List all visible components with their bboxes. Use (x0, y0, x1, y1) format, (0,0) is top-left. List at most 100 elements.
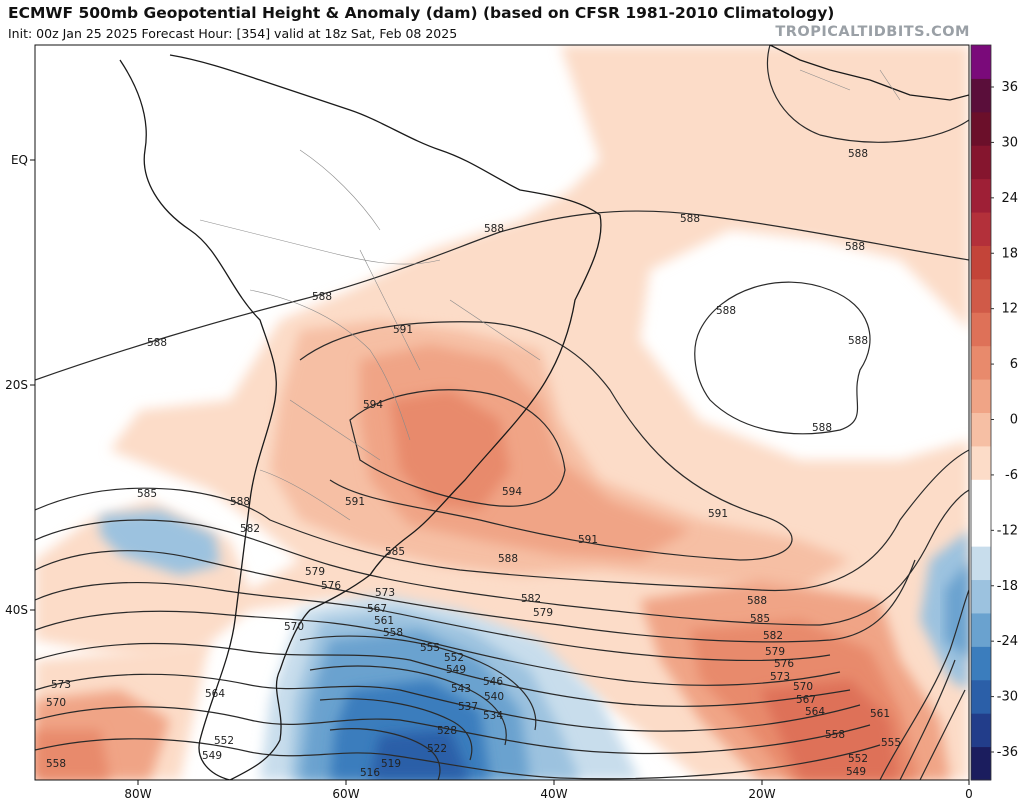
contour-label: 561 (374, 615, 394, 627)
contour-label: 582 (763, 630, 783, 642)
lat-label-40s: 40S (5, 603, 28, 617)
contour-label: 594 (502, 486, 522, 498)
colorbar-segment (971, 746, 991, 781)
colorbar-segment (971, 178, 991, 213)
contour-label: 564 (205, 688, 225, 700)
contour-label: 588 (230, 496, 250, 508)
contour-label: 594 (363, 399, 383, 411)
colorbar-label: 18 (1001, 246, 1018, 261)
coastlines (119, 45, 969, 780)
anomaly-shading (35, 45, 969, 780)
colorbar-segment (971, 512, 991, 547)
colorbar-label: 0 (1010, 413, 1018, 428)
contour-label: 591 (345, 496, 365, 508)
contour-label: 567 (367, 603, 387, 615)
contour-label: 582 (521, 593, 541, 605)
contour-label: 540 (484, 691, 504, 703)
colorbar-segment (971, 45, 991, 79)
contour-label: 570 (793, 681, 813, 693)
lat-label-eq: EQ (11, 153, 28, 167)
colorbar-label: -6 (1005, 468, 1018, 483)
contour-label: 558 (383, 627, 403, 639)
contour-label: 528 (437, 725, 457, 737)
contour-label: 552 (214, 735, 234, 747)
contour-label: 588 (484, 223, 504, 235)
contour-label: 579 (305, 566, 325, 578)
lon-label-20w: 20W (748, 787, 775, 800)
chart-title: ECMWF 500mb Geopotential Height & Anomal… (8, 4, 835, 22)
contour-label: 591 (393, 324, 413, 336)
colorbar-segment (971, 546, 991, 581)
colorbar-label: -12 (997, 523, 1018, 538)
contour-label: 570 (284, 621, 304, 633)
contour-label: 573 (51, 679, 71, 691)
colorbar-label: 6 (1010, 357, 1018, 372)
graticule-ticks (30, 159, 970, 785)
contour-label: 555 (420, 642, 440, 654)
contour-label: 558 (825, 729, 845, 741)
colorbar-label: -18 (997, 579, 1018, 594)
contour-label: 588 (845, 241, 865, 253)
contour-label: 567 (796, 694, 816, 706)
contour-label: 555 (881, 737, 901, 749)
lat-label-20s: 20S (5, 378, 28, 392)
colorbar-labels: 36 30 24 18 12 6 0 -6 -12 -18 -24 -30 -36 (991, 80, 1018, 760)
contour-label: 546 (483, 676, 503, 688)
colorbar-label: -36 (997, 745, 1018, 760)
contour-label: 552 (848, 753, 868, 765)
contour-label: 570 (46, 697, 66, 709)
contour-label: 573 (770, 671, 790, 683)
contour-label: 537 (458, 701, 478, 713)
contour-label: 579 (765, 646, 785, 658)
source-watermark: TROPICALTIDBITS.COM (775, 24, 970, 40)
contour-label: 576 (321, 580, 341, 592)
contour-label: 549 (446, 664, 466, 676)
lon-label-80w: 80W (124, 787, 151, 800)
longitude-labels: 80W 60W 40W 20W 0 (124, 787, 972, 800)
contour-label: 516 (360, 767, 380, 779)
contour-label: 522 (427, 743, 447, 755)
colorbar-segment (971, 612, 991, 647)
colorbar-segment (971, 111, 991, 146)
colorbar-label: 36 (1001, 80, 1018, 95)
colorbar (970, 44, 992, 781)
contour-label: 591 (708, 508, 728, 520)
colorbar-segment (971, 312, 991, 347)
lon-label-60w: 60W (332, 787, 359, 800)
colorbar-label: -24 (997, 634, 1018, 649)
colorbar-frame (970, 44, 992, 781)
colorbar-label: 24 (1001, 191, 1018, 206)
contour-label: 588 (747, 595, 767, 607)
contour-label: 585 (385, 546, 405, 558)
contour-label: 534 (483, 710, 503, 722)
contour-label: 585 (750, 613, 770, 625)
contour-label: 588 (680, 213, 700, 225)
colorbar-segment (971, 445, 991, 480)
colorbar-segment (971, 646, 991, 681)
lon-label-40w: 40W (540, 787, 567, 800)
contour-label: 549 (846, 766, 866, 778)
contour-label: 564 (805, 706, 825, 718)
colorbar-segment (971, 345, 991, 380)
colorbar-segment (971, 379, 991, 413)
map-frame (34, 44, 970, 781)
colorbar-segment (971, 78, 991, 113)
colorbar-segment (971, 245, 991, 280)
contour-label: 561 (870, 708, 890, 720)
contour-label: 591 (578, 534, 598, 546)
forecast-info: Init: 00z Jan 25 2025 Forecast Hour: [35… (8, 26, 458, 41)
contour-label: 588 (716, 305, 736, 317)
contour-label: 579 (533, 607, 553, 619)
colorbar-segment (971, 412, 991, 447)
contour-label: 585 (137, 488, 157, 500)
contour-label: 552 (444, 652, 464, 664)
colorbar-label: 12 (1001, 302, 1018, 317)
colorbar-segment (971, 145, 991, 180)
country-borders (199, 69, 901, 521)
contour-label: 519 (381, 758, 401, 770)
contour-label: 576 (774, 658, 794, 670)
colorbar-segment (971, 713, 991, 748)
lon-label-0: 0 (965, 787, 973, 800)
colorbar-segment (971, 479, 991, 514)
